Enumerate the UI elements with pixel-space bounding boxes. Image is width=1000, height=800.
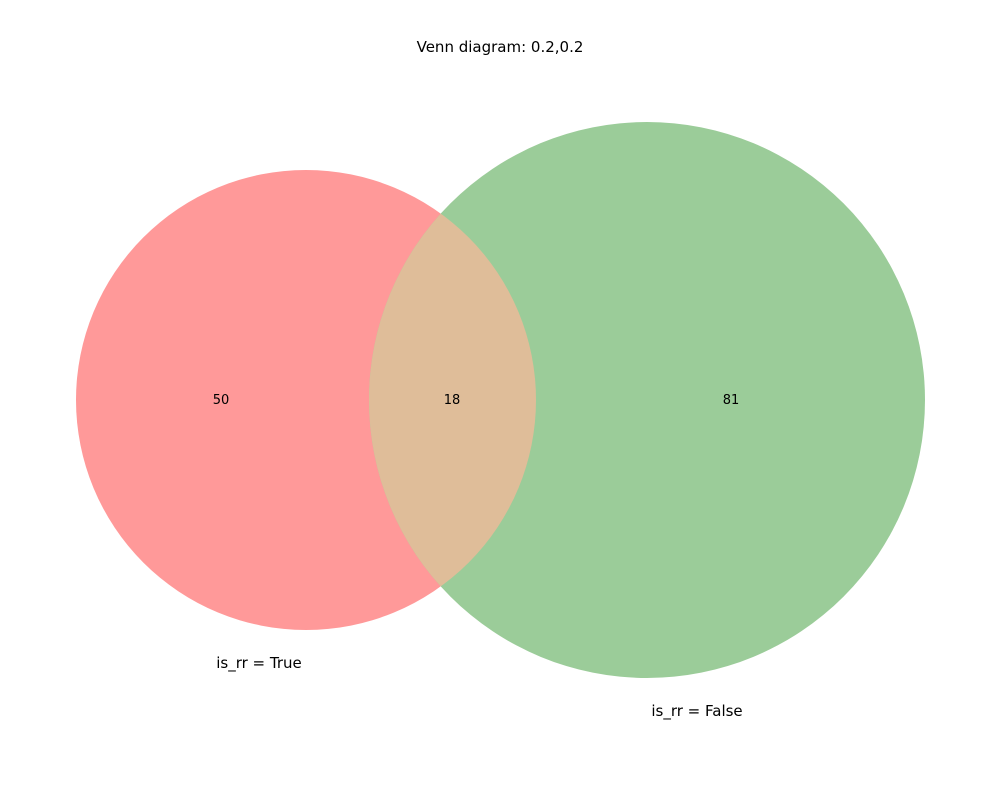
diagram-title: Venn diagram: 0.2,0.2: [417, 38, 584, 56]
region-label-right-only: 81: [723, 393, 740, 408]
set-circle-is-rr-false: [369, 122, 925, 678]
region-label-left-only: 50: [213, 393, 230, 408]
set-label-is-rr-false: is_rr = False: [651, 702, 742, 721]
region-label-both: 18: [444, 393, 461, 408]
set-label-is-rr-true: is_rr = True: [216, 654, 302, 673]
